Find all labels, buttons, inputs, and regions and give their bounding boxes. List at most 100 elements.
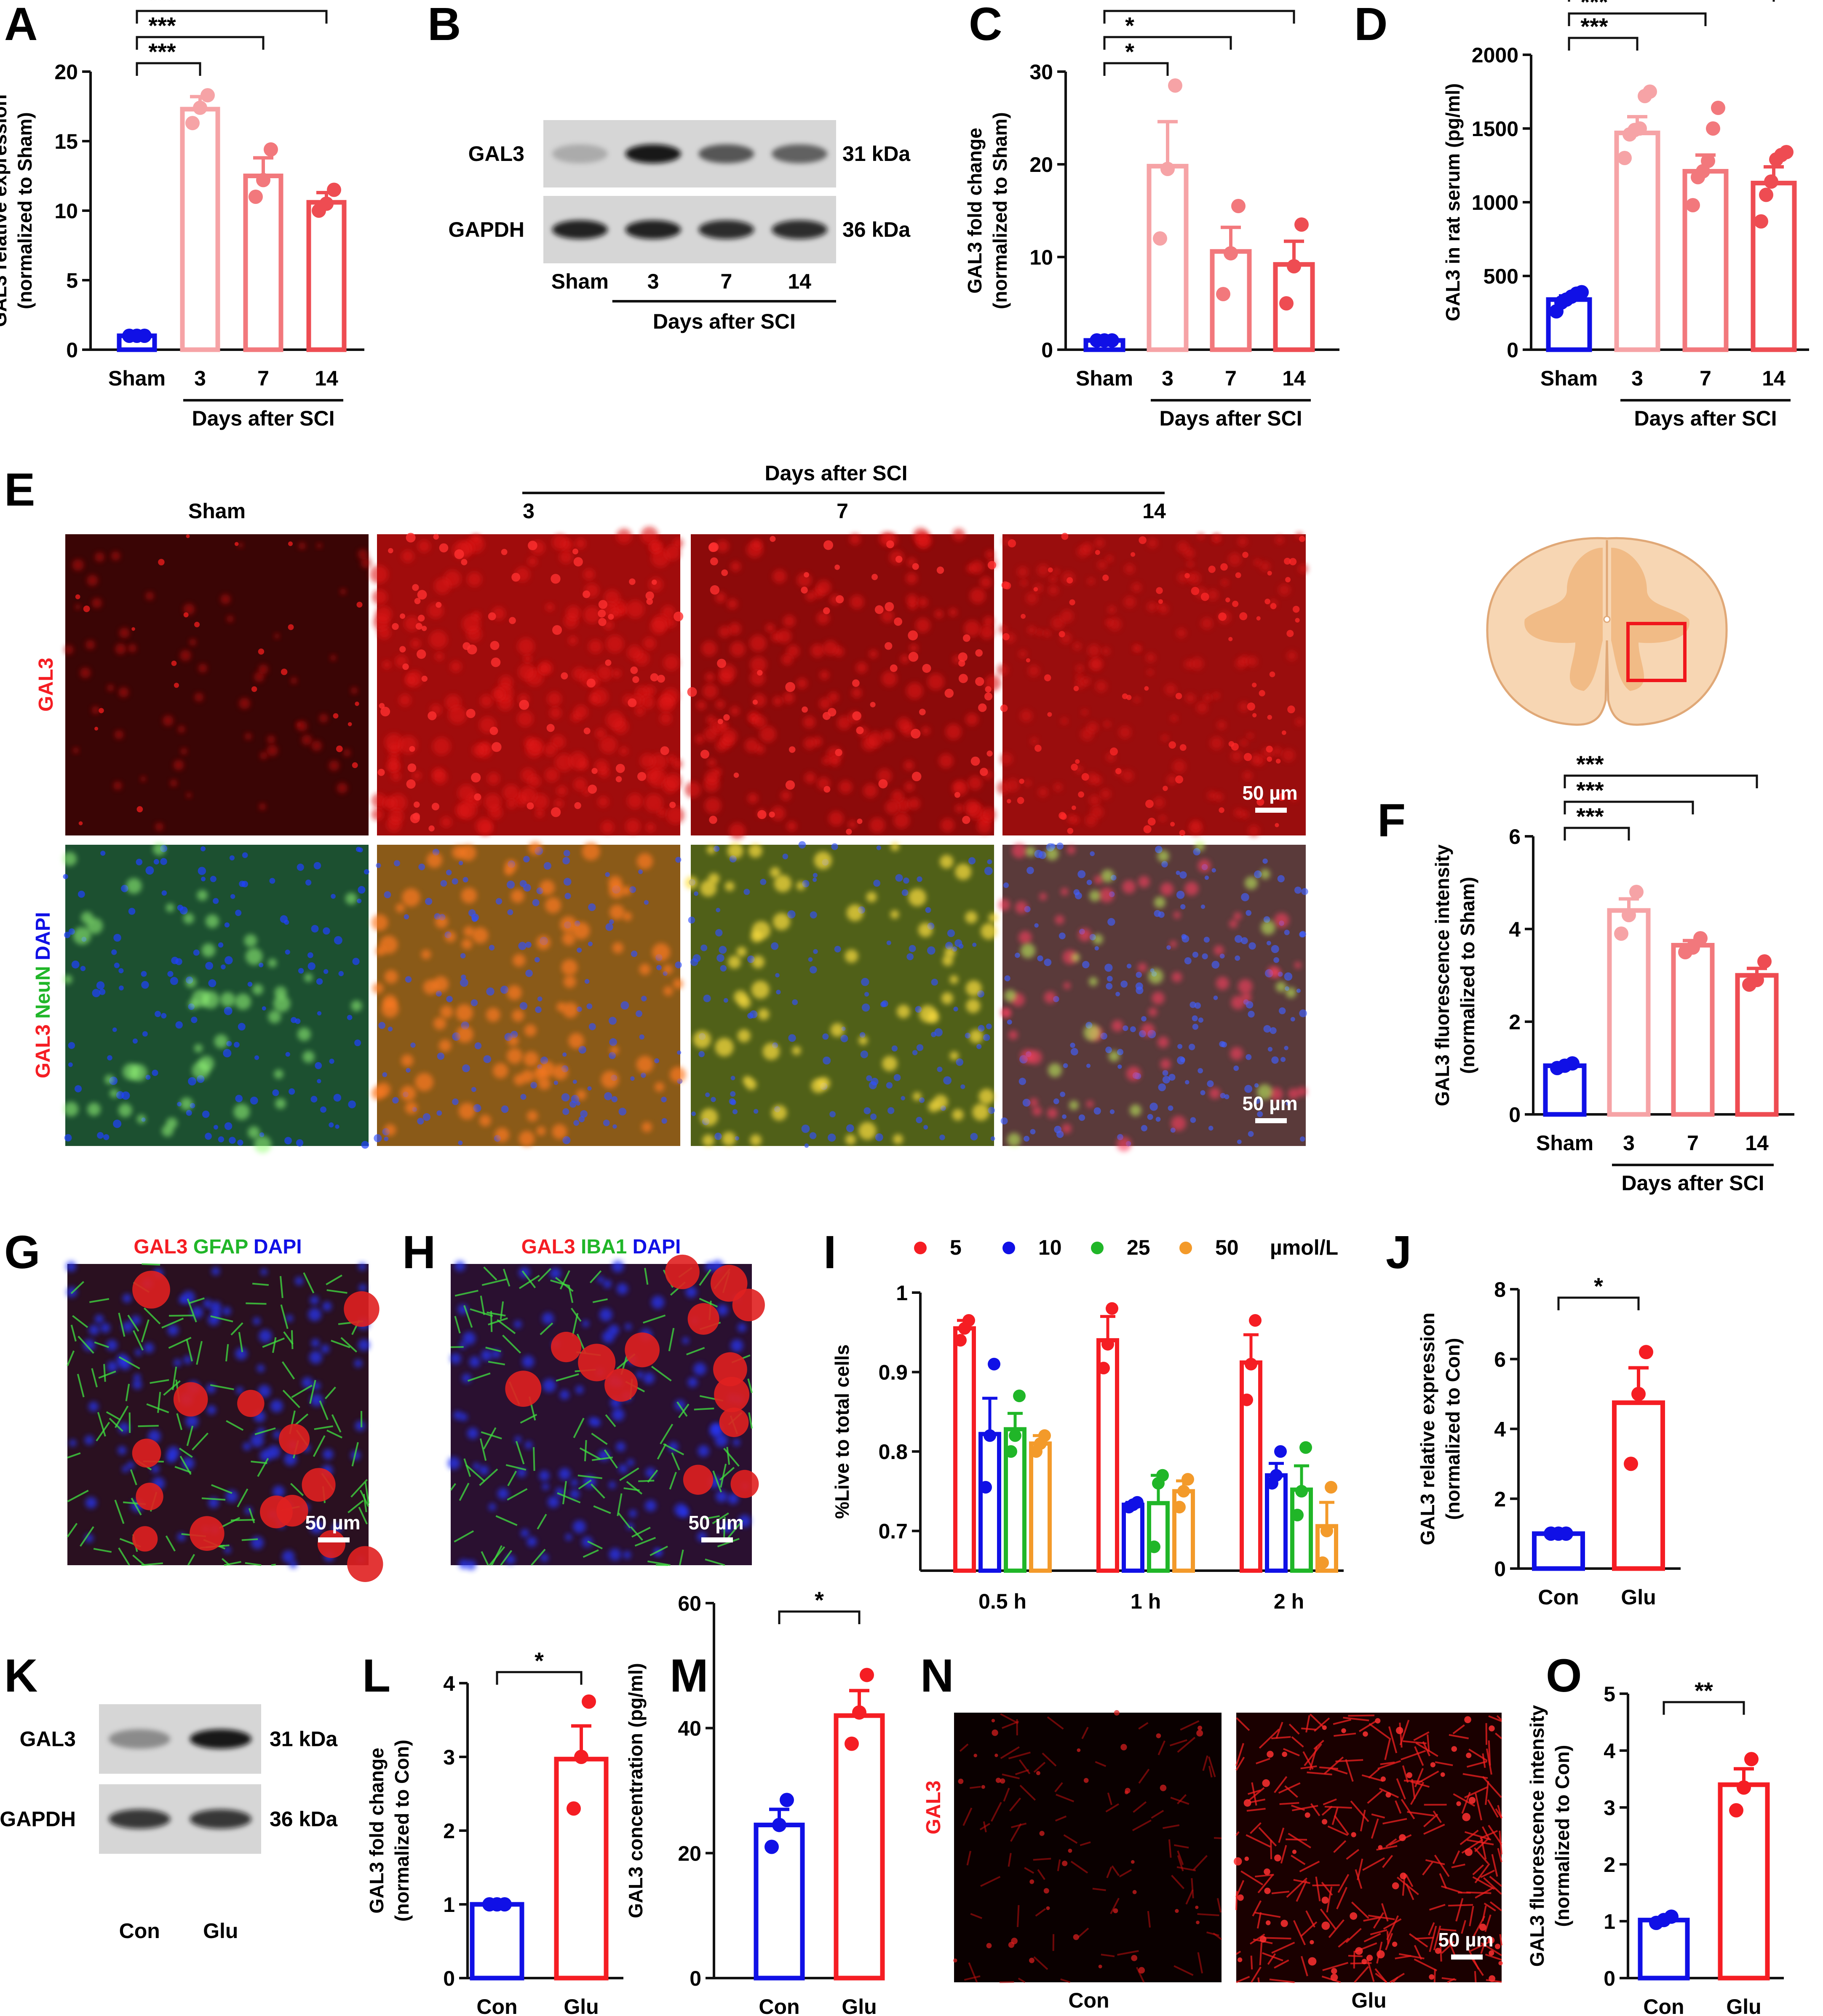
image-feature [252,1282,269,1286]
image-feature [514,1320,522,1328]
image-feature [641,996,647,1001]
image-feature [970,1786,981,1789]
image-feature [593,1505,611,1514]
image-feature [765,623,775,633]
image-feature [949,1051,959,1060]
image-feature [161,1013,167,1019]
image-feature [874,605,884,614]
image-feature [1487,1937,1495,1944]
legend-label: 10 [1038,1236,1062,1259]
image-feature [559,1468,571,1480]
image-feature [1156,587,1163,594]
image-feature [1172,760,1186,773]
image-feature [583,606,601,624]
image-feature [583,1549,599,1558]
image-feature [1098,1965,1102,1968]
image-feature [527,556,537,567]
image-feature [893,812,910,829]
image-feature [146,1403,169,1414]
image-feature [668,1442,679,1452]
image-feature [479,1465,489,1475]
image-feature [578,1344,616,1381]
image-feature [1130,1026,1136,1032]
image-feature [994,1754,998,1757]
image-feature [1294,886,1302,894]
image-feature [69,1439,77,1447]
significance-label: *** [1580,13,1608,40]
image-feature [629,1510,637,1518]
image-feature [118,1446,126,1455]
data-point [1009,1429,1021,1442]
image-feature [632,676,639,683]
image-feature [303,1272,315,1293]
image-feature [310,1520,323,1534]
image-feature [716,908,721,913]
image-feature [270,1400,283,1413]
image-feature [975,649,983,657]
image-feature [1295,618,1300,623]
image-feature [1103,720,1111,728]
image-feature [457,784,476,802]
image-feature [823,607,830,614]
significance-bracket [1557,1296,1640,1310]
image-feature [1246,910,1252,916]
image-feature [1275,981,1286,992]
image-feature [980,576,992,588]
image-feature [187,1298,197,1323]
image-feature [106,1339,118,1351]
image-feature [316,978,323,985]
significance-bracket [1568,12,1707,26]
image-feature [507,1048,523,1064]
bar [1543,1063,1587,1117]
image-feature [1238,1957,1243,1962]
image-feature [523,856,530,863]
image-feature [1141,1023,1155,1037]
image-feature [931,1031,936,1037]
image-feature [380,707,390,717]
image-feature [908,630,918,641]
image-feature [142,1263,160,1266]
image-feature [1003,1788,1010,1802]
image-feature [537,996,543,1001]
image-feature [1048,1063,1062,1077]
image-feature [574,705,588,719]
image-feature [1254,559,1262,567]
image-feature [871,574,878,580]
image-feature [78,1336,94,1354]
image-feature [626,1481,643,1495]
image-feature [267,744,278,756]
image-feature [1188,1044,1195,1050]
image-feature [714,1376,750,1412]
image-feature [1202,1755,1208,1771]
image-feature [1308,1957,1317,1966]
image-feature [1467,1839,1494,1845]
image-feature [959,1743,969,1752]
data-point [497,1897,512,1912]
image-feature [1000,1778,1005,1784]
image-feature [491,1545,503,1566]
image-feature [684,782,701,798]
bar [1614,131,1660,352]
image-feature [956,1058,964,1066]
image-feature [622,886,631,896]
image-feature [979,768,988,776]
image-feature [1027,1050,1042,1065]
image-feature [1114,1710,1120,1716]
image-feature [886,940,891,945]
image-feature [908,797,920,810]
image-feature [1060,609,1074,623]
image-feature [1089,890,1101,902]
image-feature [1252,1900,1262,1917]
image-feature [1160,882,1174,896]
image-feature [545,897,561,913]
image-feature [72,747,79,754]
image-feature [609,1481,616,1489]
image-feature [417,1117,424,1125]
image-feature [167,1446,180,1459]
image-feature [965,1033,971,1039]
image-feature [1257,1874,1274,1893]
image-feature [182,1457,195,1470]
image-feature [958,1778,964,1784]
y-tick-label: 3 [1604,1796,1615,1820]
